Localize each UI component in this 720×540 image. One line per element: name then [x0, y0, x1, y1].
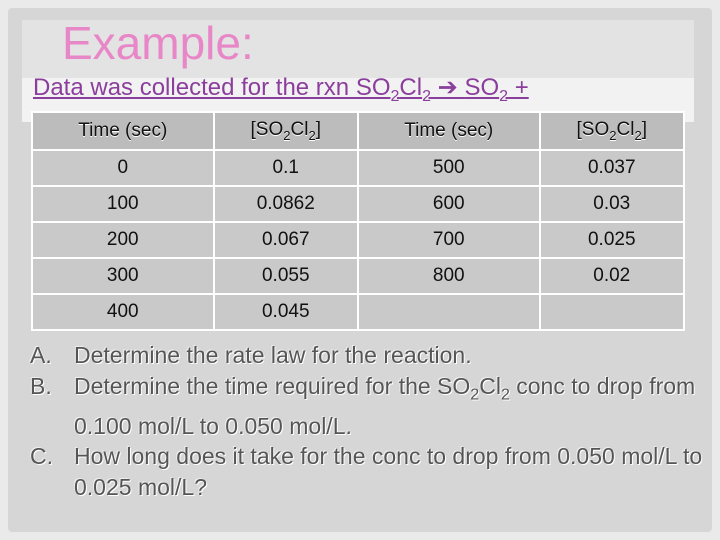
subtitle-text: SO [464, 74, 500, 101]
subscript: 2 [308, 127, 316, 143]
table-cell [356, 293, 541, 331]
data-table: Time (sec) [SO2Cl2] Time (sec) [SO2Cl2] … [31, 111, 686, 331]
header-text: ] [641, 119, 647, 141]
arrow-icon: ➔ [430, 74, 465, 101]
table-row: 300 0.055 800 0.02 [31, 257, 686, 295]
table-row: 100 0.0862 600 0.03 [31, 185, 686, 223]
header-text: ] [315, 119, 321, 141]
subtitle-text: Cl [399, 74, 423, 101]
table-cell: 800 [356, 257, 541, 295]
header-concentration-1: [SO2Cl2] [212, 111, 359, 151]
table-cell: 0.1 [212, 149, 359, 187]
header-concentration-2: [SO2Cl2] [538, 111, 686, 151]
subscript: 2 [500, 386, 510, 404]
header-time-1: Time (sec) [31, 111, 215, 151]
table-cell: 0.025 [538, 221, 686, 259]
table-cell: 200 [31, 221, 215, 259]
slide-title: Example: [62, 17, 254, 69]
question-list: A. Determine the rate law for the reacti… [30, 340, 710, 502]
header-text: [SO [576, 119, 610, 141]
subtitle-text: + [508, 74, 529, 101]
table-cell: 0 [31, 149, 215, 187]
table-cell: 400 [31, 293, 215, 331]
header-text: Cl [616, 119, 635, 141]
table-cell: 0.037 [538, 149, 686, 187]
question-a: A. Determine the rate law for the reacti… [30, 340, 710, 371]
table-cell: 300 [31, 257, 215, 295]
table-cell: 0.067 [212, 221, 359, 259]
subscript: 2 [390, 87, 400, 105]
header-text: Cl [290, 119, 309, 141]
question-text: conc to drop from 0.100 mol/L to 0.050 m… [74, 372, 696, 439]
question-b: B. Determine the time required for the S… [30, 371, 710, 442]
table-cell: 0.02 [538, 257, 686, 295]
subscript: 2 [634, 127, 642, 143]
table-cell [538, 293, 686, 331]
table-cell: 600 [356, 185, 541, 223]
table-row: 0 0.1 500 0.037 [31, 149, 686, 187]
subtitle-text: Data was collected for the rxn SO [33, 74, 391, 101]
table-row: 200 0.067 700 0.025 [31, 221, 686, 259]
table-cell: 700 [356, 221, 541, 259]
table-cell: 0.0862 [212, 185, 359, 223]
question-c: C. How long does it take for the conc to… [30, 441, 710, 502]
subscript: 2 [499, 87, 509, 105]
question-letter: A. [30, 342, 52, 368]
reaction-subtitle: Data was collected for the rxn SO2Cl2 ➔ … [33, 74, 529, 106]
subscript: 2 [283, 127, 291, 143]
header-text: [SO [250, 119, 284, 141]
subscript: 2 [609, 127, 617, 143]
subscript: 2 [422, 87, 431, 105]
question-text: Cl [479, 372, 501, 399]
table-cell: 500 [356, 149, 541, 187]
table-cell: 0.03 [538, 185, 686, 223]
table-cell: 0.055 [212, 257, 359, 295]
title-box [22, 20, 694, 78]
question-text: How long does it take for the conc to dr… [74, 443, 703, 500]
header-time-2: Time (sec) [356, 111, 541, 151]
question-letter: B. [30, 372, 52, 399]
question-text: Determine the rate law for the reaction. [74, 342, 472, 368]
table-cell: 0.045 [212, 293, 359, 331]
table-cell: 100 [31, 185, 215, 223]
table-row: 400 0.045 [31, 293, 686, 331]
question-text: Determine the time required for the SO [74, 372, 471, 399]
subscript: 2 [470, 386, 480, 404]
question-letter: C. [30, 443, 53, 470]
header-row: Time (sec) [SO2Cl2] Time (sec) [SO2Cl2] [31, 111, 686, 151]
